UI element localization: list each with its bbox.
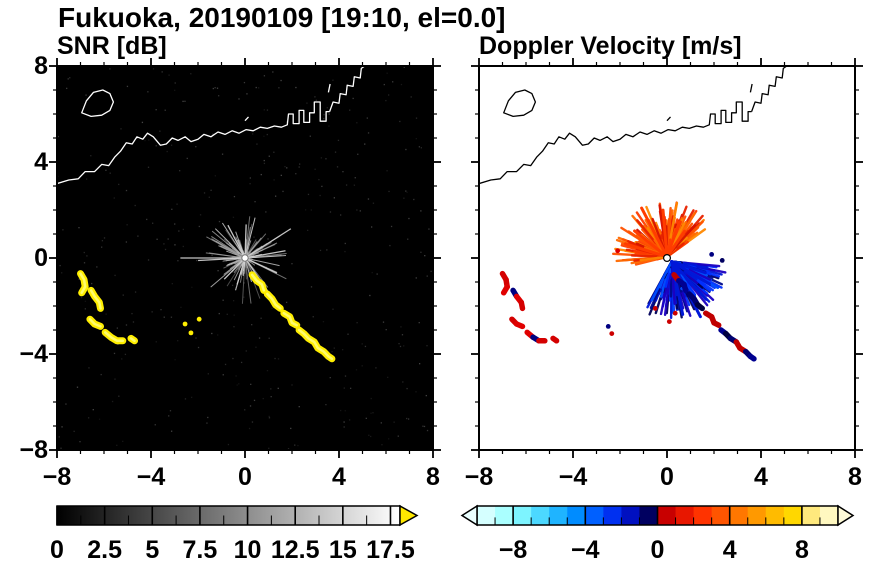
y-tick-label: −4 (19, 340, 48, 368)
doppler-clutter (499, 248, 757, 362)
snr-colorbar-over-arrow (399, 504, 419, 527)
doppler-colorbar-tick-label: −4 (571, 536, 600, 564)
snr-noise-speckle (57, 66, 432, 450)
snr-colorbar-tick-label: 2.5 (87, 536, 122, 564)
doppler-colorbar-tick-label: 4 (723, 536, 737, 564)
snr-x-tick-label: 4 (332, 463, 346, 491)
snr-ppi-plot (49, 58, 441, 458)
doppler-x-tick-label: 4 (754, 463, 768, 491)
y-tick-label: 8 (34, 52, 48, 80)
snr-colorbar-tick-label: 5 (145, 536, 159, 564)
snr-colorbar: 0 2.5 5 7.5 10 12.5 15 17.5 (50, 504, 419, 564)
doppler-colorbar-tick-label: 8 (795, 536, 809, 564)
doppler-colorbar: −8 −4 0 4 8 (460, 504, 855, 564)
snr-x-tick-label: −4 (136, 463, 166, 491)
doppler-colorbar-tick-label: 0 (651, 536, 665, 564)
y-tick-label: 0 (34, 244, 48, 272)
snr-coastline (57, 66, 366, 185)
doppler-away-fan (612, 201, 707, 266)
doppler-colorbar-over-arrow (837, 504, 855, 527)
snr-x-tick-label: 0 (238, 463, 252, 491)
doppler-colorbar-under-arrow (460, 504, 478, 527)
doppler-radar-site-marker (663, 254, 672, 263)
axes-frame (49, 58, 441, 458)
y-tick-label: −8 (19, 436, 48, 464)
snr-colorbar-tick-label: 10 (234, 536, 262, 564)
snr-panel-title: SNR [dB] (57, 32, 167, 60)
snr-colorbar-bar (56, 505, 401, 526)
doppler-coastline (479, 66, 788, 185)
doppler-x-tick-label: −4 (558, 463, 588, 491)
snr-colorbar-tick-label: 0 (50, 536, 64, 564)
snr-colorbar-tick-label: 12.5 (271, 536, 320, 564)
snr-colorbar-tick-label: 17.5 (366, 536, 415, 564)
doppler-colorbar-tick-label: −8 (499, 536, 528, 564)
figure-title: Fukuoka, 20190109 [19:10, el=0.0] (58, 2, 506, 33)
snr-colorbar-tick-label: 7.5 (183, 536, 218, 564)
doppler-x-tick-label: −8 (464, 463, 494, 491)
doppler-panel-title: Doppler Velocity [m/s] (479, 32, 742, 60)
doppler-x-tick-label: 8 (848, 463, 862, 491)
snr-x-tick-label: −8 (42, 463, 72, 491)
snr-colorbar-tick-label: 15 (329, 536, 357, 564)
snr-x-tick-label: 8 (426, 463, 440, 491)
axes-frame (471, 58, 863, 458)
y-tick-label: 4 (34, 148, 48, 176)
snr-clutter (77, 270, 336, 363)
snr-radar-site-marker (241, 254, 249, 262)
doppler-ppi-plot (471, 58, 863, 458)
doppler-x-tick-label: 0 (660, 463, 674, 491)
